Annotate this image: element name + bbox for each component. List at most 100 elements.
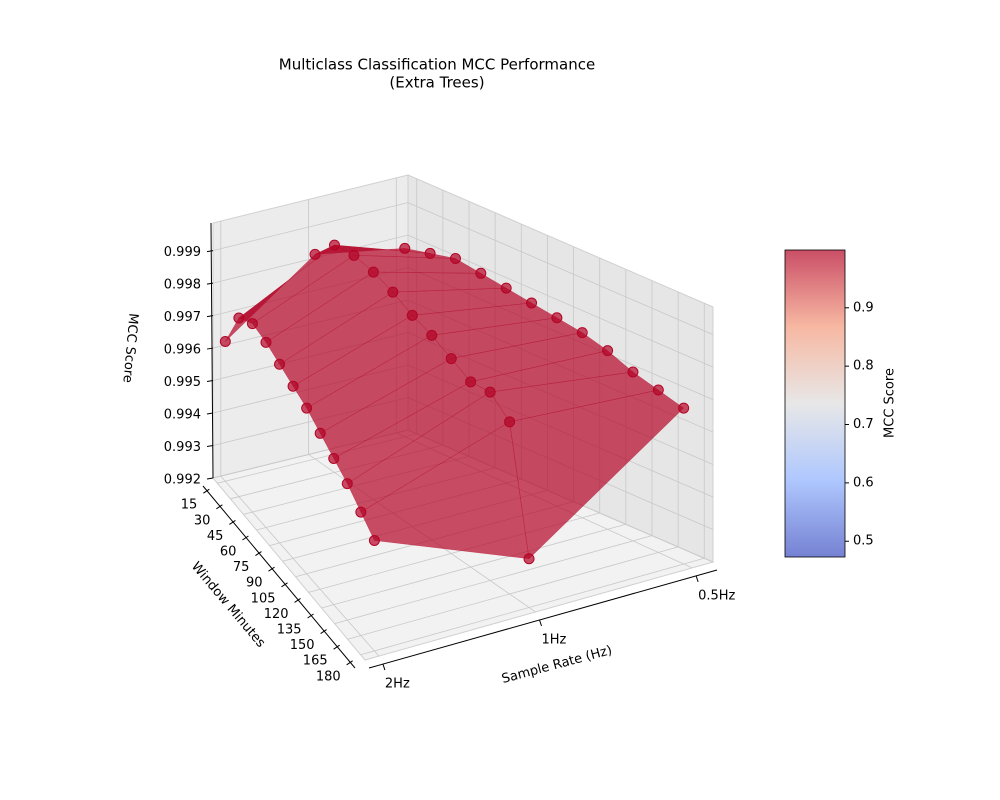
grid-line xyxy=(212,202,409,251)
z-tick-label: 0.994 xyxy=(164,408,201,423)
z-axis xyxy=(210,222,214,479)
y-tick-label: 90 xyxy=(246,576,263,591)
data-point xyxy=(387,286,399,298)
data-point xyxy=(602,345,614,357)
x-axis xyxy=(368,569,718,669)
data-point xyxy=(348,249,360,261)
y-tick xyxy=(203,488,210,494)
data-point xyxy=(328,452,340,464)
z-tick-label: 0.993 xyxy=(164,440,201,455)
data-point xyxy=(526,297,538,309)
data-point xyxy=(287,380,299,392)
z-tick-label: 0.995 xyxy=(164,375,201,390)
grid-line xyxy=(347,546,679,640)
y-tick xyxy=(333,644,340,650)
y-tick xyxy=(242,535,249,541)
data-point xyxy=(309,248,321,260)
x-axis-label: Sample Rate (Hz) xyxy=(500,643,614,687)
y-tick-label: 150 xyxy=(290,638,315,653)
z-tick-label: 0.997 xyxy=(164,310,201,325)
data-point xyxy=(449,252,461,264)
data-point xyxy=(301,402,313,414)
data-point xyxy=(233,312,245,324)
grid-line xyxy=(407,202,714,335)
colorbar-tick-label: 0.7 xyxy=(853,417,874,432)
data-point xyxy=(652,384,664,396)
data-point xyxy=(399,242,411,254)
grid-line xyxy=(360,557,705,656)
y-tick xyxy=(307,613,314,619)
x-tick-label: 2Hz xyxy=(385,677,410,692)
data-point xyxy=(426,329,438,341)
data-point xyxy=(523,553,535,565)
y-tick-label: 75 xyxy=(233,560,250,575)
y-tick-label: 135 xyxy=(277,623,302,638)
chart-subtitle: (Extra Trees) xyxy=(389,74,484,92)
y-tick xyxy=(346,660,353,666)
z-axis-label: MCC Score xyxy=(119,313,140,384)
data-point xyxy=(274,358,286,370)
y-tick xyxy=(294,597,301,603)
y-tick-label: 60 xyxy=(220,545,237,560)
y-tick xyxy=(255,551,262,557)
y-axis xyxy=(202,485,356,669)
data-point xyxy=(551,312,563,324)
colorbar-tick-label: 0.8 xyxy=(853,359,874,374)
grid-line xyxy=(321,523,626,609)
data-point xyxy=(367,266,379,278)
data-point xyxy=(328,239,340,251)
z-tick-label: 0.992 xyxy=(164,473,201,488)
z-tick-label: 0.998 xyxy=(164,278,201,293)
y-tick xyxy=(229,519,236,525)
data-point xyxy=(576,327,588,339)
data-point xyxy=(219,336,231,348)
z-tick xyxy=(206,445,214,448)
colorbar-label: MCC Score xyxy=(883,368,898,438)
colorbar-tick-label: 0.5 xyxy=(853,534,874,549)
y-tick xyxy=(320,629,327,635)
data-point xyxy=(504,416,516,428)
z-tick xyxy=(206,282,214,285)
data-point xyxy=(341,478,353,490)
x-tick xyxy=(382,663,386,671)
data-point xyxy=(678,402,690,414)
data-point xyxy=(465,376,477,388)
y-tick-label: 105 xyxy=(251,591,276,606)
z-tick-label: 0.996 xyxy=(164,343,201,358)
data-point xyxy=(314,427,326,439)
data-point xyxy=(445,353,457,365)
z-tick xyxy=(206,477,214,480)
y-tick-label: 180 xyxy=(316,669,341,684)
data-point xyxy=(484,386,496,398)
colorbar-tick-label: 0.6 xyxy=(853,475,874,490)
y-tick xyxy=(268,566,275,572)
data-point xyxy=(475,267,487,279)
data-point xyxy=(406,309,418,321)
y-tick-label: 15 xyxy=(181,498,198,513)
colorbar xyxy=(784,249,846,558)
x-tick-label: 0.5Hz xyxy=(698,588,735,603)
data-point xyxy=(368,534,380,546)
z-tick xyxy=(206,250,214,253)
data-point xyxy=(500,282,512,294)
z-tick-label: 0.999 xyxy=(164,245,201,260)
grid-line xyxy=(334,535,653,624)
x-tick xyxy=(539,619,542,627)
data-point xyxy=(355,506,367,518)
x-tick xyxy=(695,575,699,583)
data-point xyxy=(246,318,258,330)
y-tick-label: 30 xyxy=(194,513,211,528)
chart-title: Multiclass Classification MCC Performanc… xyxy=(279,56,595,74)
data-point xyxy=(627,366,639,378)
grid-line xyxy=(220,475,380,657)
colorbar-tick-label: 0.9 xyxy=(853,300,874,315)
y-tick-label: 165 xyxy=(303,654,328,669)
data-point xyxy=(260,336,272,348)
y-tick xyxy=(216,504,223,510)
x-tick-label: 1Hz xyxy=(542,632,567,647)
y-tick-label: 120 xyxy=(264,607,289,622)
data-point xyxy=(424,247,436,259)
y-tick-label: 45 xyxy=(207,529,224,544)
y-tick xyxy=(281,582,288,588)
